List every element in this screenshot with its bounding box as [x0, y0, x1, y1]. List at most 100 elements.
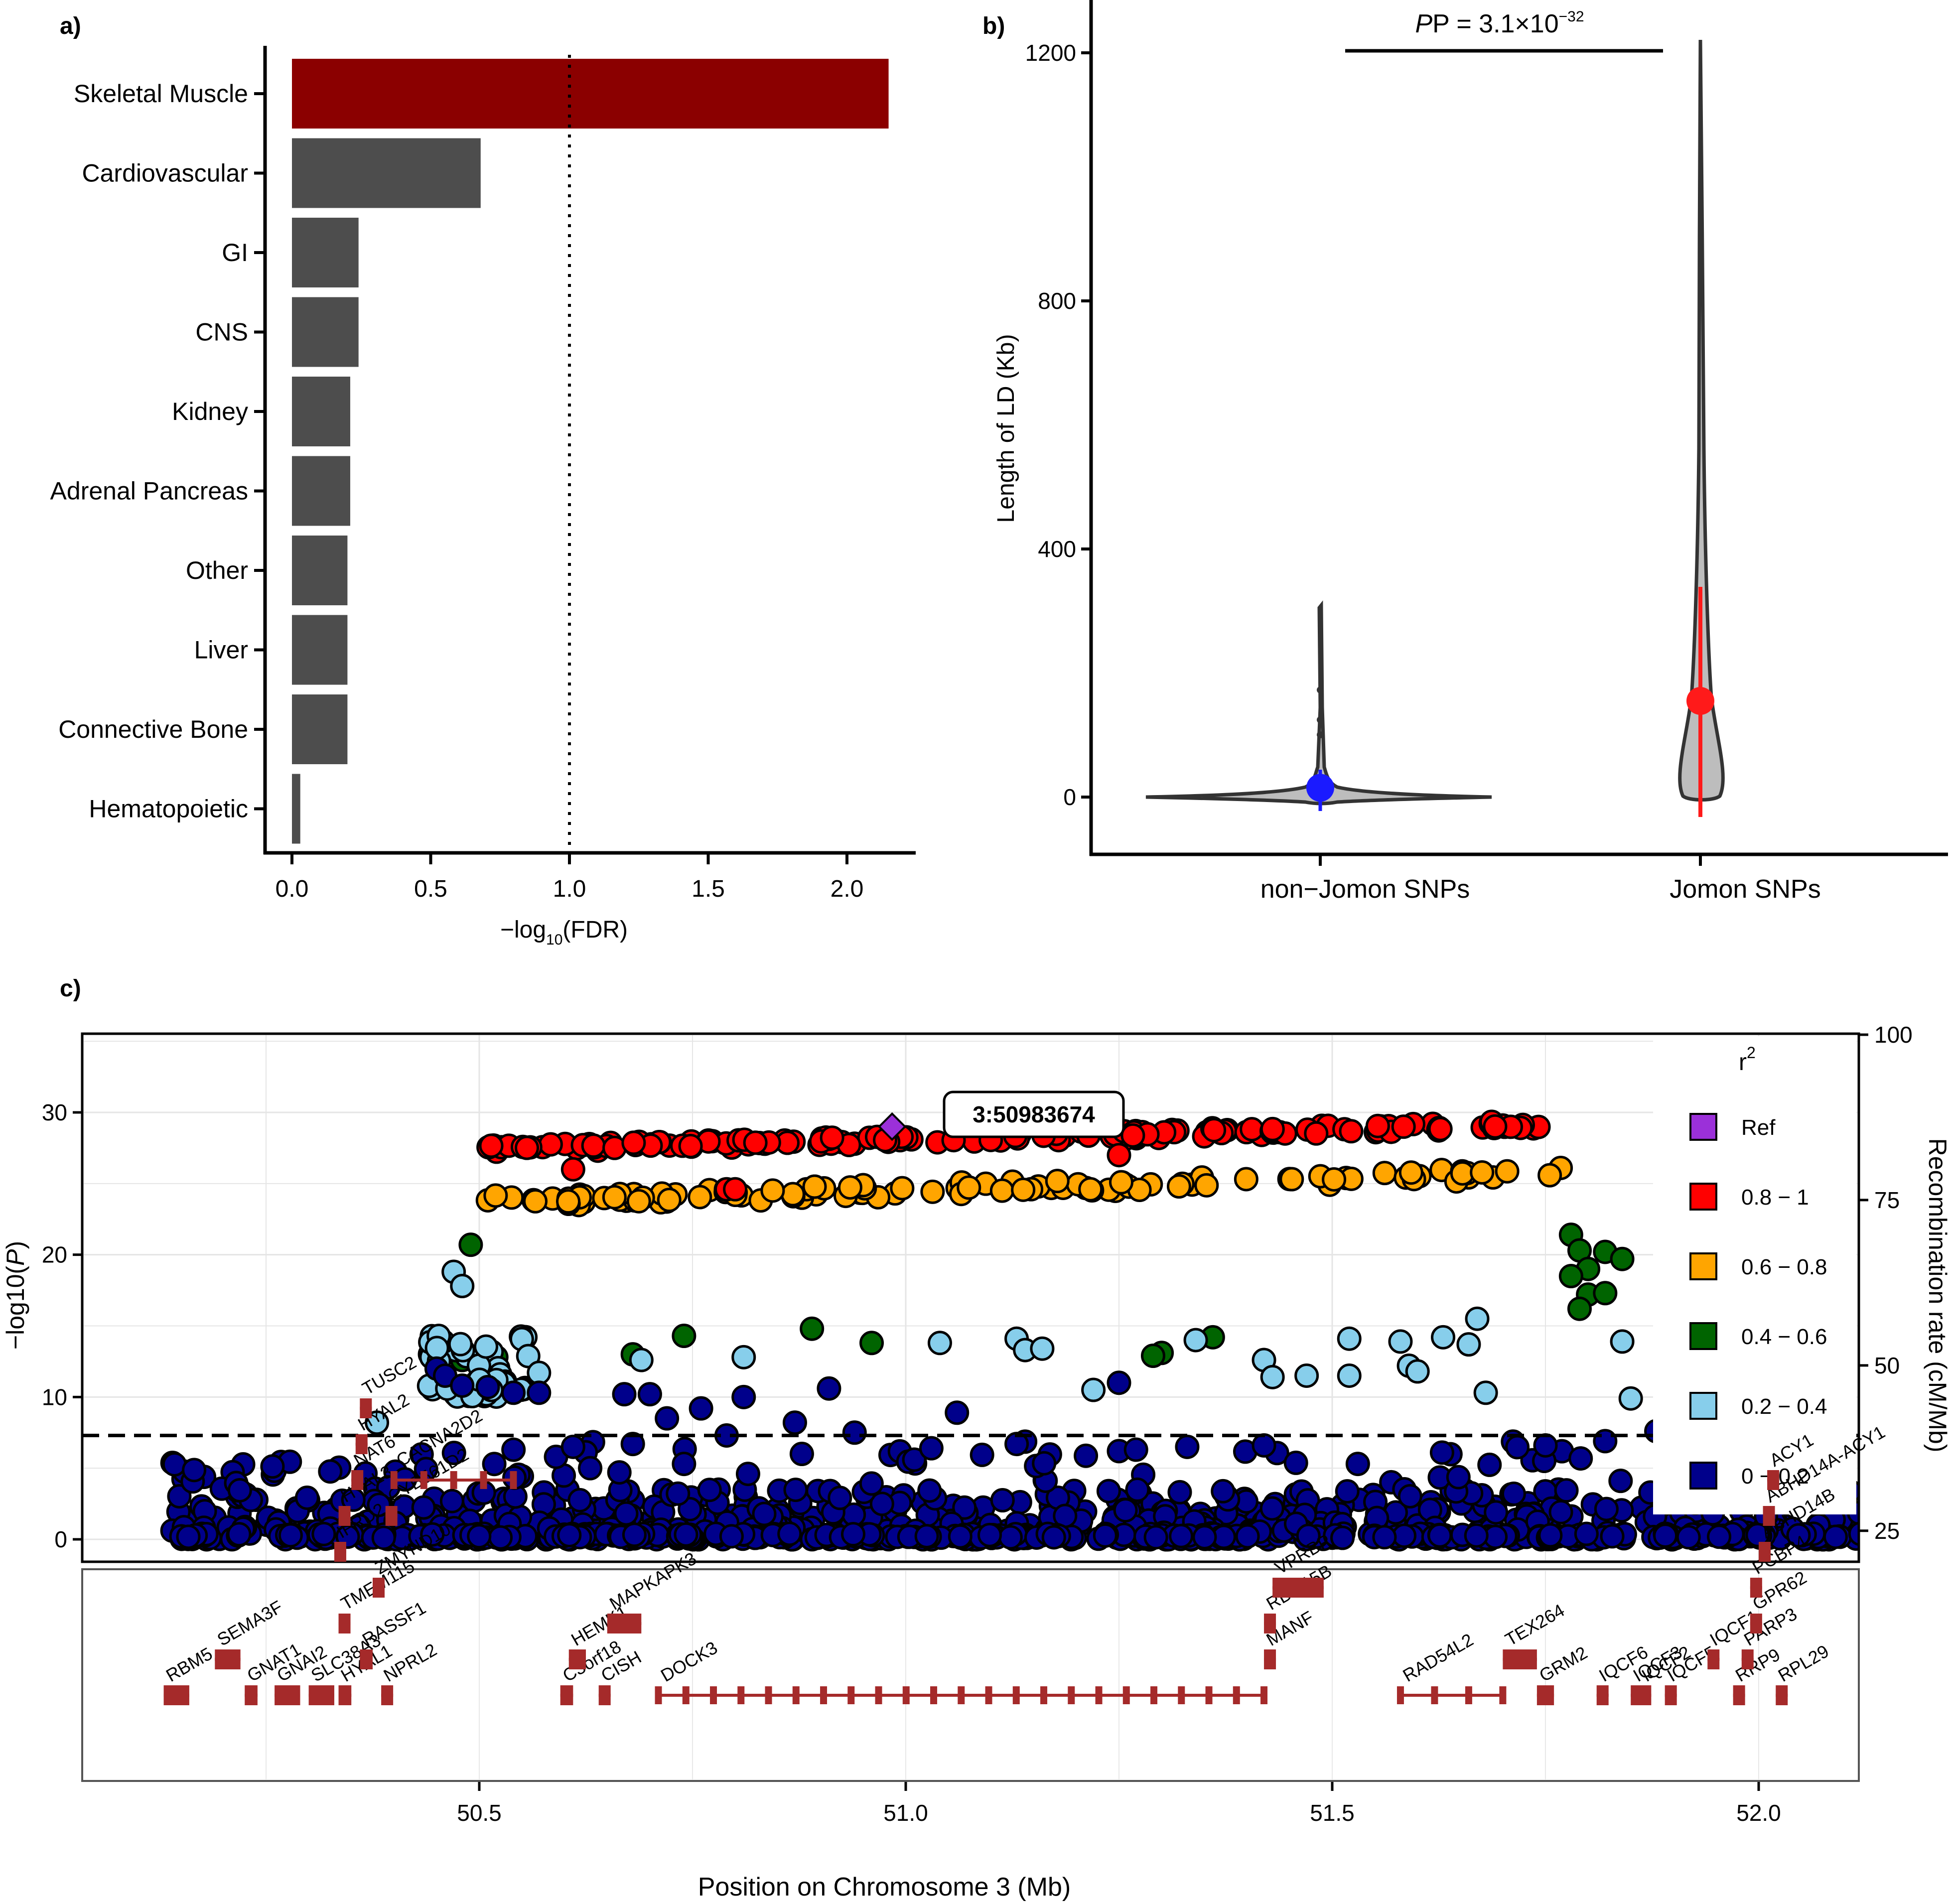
legend-swatch: [1689, 1252, 1717, 1280]
y-tick-label-right: 100: [1874, 1022, 1913, 1048]
y-tick-label: Connective Bone: [58, 715, 248, 743]
gene-exon: [1122, 1686, 1130, 1704]
panel-c-frame: [81, 1032, 1860, 1563]
snp-point: [1330, 1525, 1355, 1550]
snp-point: [1107, 1370, 1131, 1395]
snp-point: [782, 1410, 807, 1435]
legend-swatch: [1689, 1462, 1717, 1490]
snp-point: [672, 1452, 696, 1477]
snp-point: [612, 1382, 637, 1407]
y-tick-label: 20: [42, 1242, 67, 1268]
snp-point: [917, 1478, 942, 1503]
snp-point: [828, 1486, 852, 1510]
snp-point: [622, 1522, 647, 1547]
gene-exon: [338, 1685, 352, 1705]
snp-point: [1653, 1523, 1678, 1548]
snp-point: [1074, 1443, 1099, 1468]
snp-point: [475, 1374, 500, 1399]
snp-point: [1446, 1465, 1471, 1490]
gene-track-panel: [81, 1568, 1860, 1782]
snp-point: [837, 1175, 862, 1200]
snp-point: [424, 1336, 449, 1360]
snp-point: [1554, 1478, 1579, 1503]
snp-point: [1372, 1161, 1397, 1186]
bar-cardiovascular: [292, 138, 481, 208]
snp-point: [1260, 1364, 1285, 1389]
snp-point: [1533, 1433, 1558, 1458]
gene-exon: [1233, 1686, 1240, 1704]
gene-exon: [215, 1649, 241, 1669]
y-tick-label: 0: [1063, 784, 1076, 810]
outlier-point: [1317, 686, 1324, 693]
snp-point: [1823, 1524, 1848, 1549]
snp-point: [1372, 1525, 1397, 1550]
snp-point: [1470, 1160, 1495, 1185]
snp-point: [1745, 1522, 1770, 1547]
gene-exon: [1012, 1686, 1020, 1704]
y-tick-label: 400: [1038, 536, 1076, 562]
snp-point: [1477, 1452, 1502, 1477]
gene-exon: [930, 1686, 938, 1704]
snp-point: [516, 1344, 541, 1368]
legend-swatch: [1689, 1392, 1717, 1420]
gene-exon: [1707, 1649, 1720, 1669]
gene-exon: [381, 1685, 394, 1705]
snp-point: [1600, 1524, 1625, 1549]
legend-swatch: [1689, 1113, 1717, 1141]
gene-exon: [1264, 1649, 1276, 1669]
x-tick-label: non−Jomon SNPs: [1260, 875, 1470, 904]
snp-point: [780, 1182, 805, 1207]
snp-point: [488, 1525, 513, 1550]
snp-point: [620, 1432, 645, 1457]
snp-point: [578, 1456, 603, 1481]
snp-point: [902, 1447, 927, 1472]
snp-point: [441, 1441, 466, 1466]
x-tick-label: 1.5: [692, 876, 725, 902]
snp-point: [752, 1501, 777, 1526]
gene-exon: [245, 1685, 258, 1705]
snp-point: [789, 1442, 814, 1467]
snp-point: [367, 1493, 392, 1517]
x-tick-label: 51.5: [1310, 1800, 1355, 1826]
gene-exon: [1205, 1686, 1213, 1704]
snp-point: [294, 1485, 319, 1510]
snp-point: [1166, 1174, 1191, 1199]
snp-point: [1032, 1451, 1057, 1476]
snp-point: [731, 1384, 756, 1409]
gene-exon: [338, 1506, 351, 1526]
snp-point: [1235, 1524, 1260, 1549]
gene-exon: [1465, 1686, 1472, 1704]
snp-point: [527, 1380, 552, 1405]
gene-exon: [1396, 1686, 1404, 1704]
snp-point: [1397, 1484, 1422, 1509]
snp-point: [450, 1373, 475, 1398]
snp-point: [1568, 1446, 1593, 1471]
snp-point: [1337, 1326, 1362, 1351]
snp-point: [523, 1189, 548, 1214]
snp-point: [869, 1492, 894, 1516]
snp-point: [1194, 1173, 1219, 1198]
snp-point: [1365, 1113, 1390, 1138]
snp-point: [990, 1488, 1015, 1512]
y-tick-label: Liver: [194, 636, 248, 664]
snp-point: [1405, 1359, 1430, 1384]
snp-point: [841, 1522, 866, 1547]
snp-point: [1594, 1496, 1619, 1521]
gene-exon: [373, 1578, 385, 1598]
snp-point: [439, 1489, 464, 1513]
gene-exon: [420, 1471, 427, 1489]
gene-exon: [1150, 1686, 1158, 1704]
y-tick-label: 0: [54, 1526, 67, 1552]
x-tick-label: 50.5: [457, 1800, 502, 1826]
snp-point: [1495, 1159, 1520, 1184]
x-tick-label: Jomon SNPs: [1670, 875, 1820, 904]
snp-point: [688, 1185, 712, 1210]
snp-point: [1093, 1523, 1117, 1548]
snp-point: [318, 1459, 343, 1484]
y-tick-label: Skeletal Muscle: [74, 80, 248, 108]
snp-point: [1465, 1306, 1490, 1331]
snp-point: [1538, 1523, 1563, 1548]
snp-point: [817, 1376, 841, 1401]
snp-point: [1081, 1377, 1106, 1402]
